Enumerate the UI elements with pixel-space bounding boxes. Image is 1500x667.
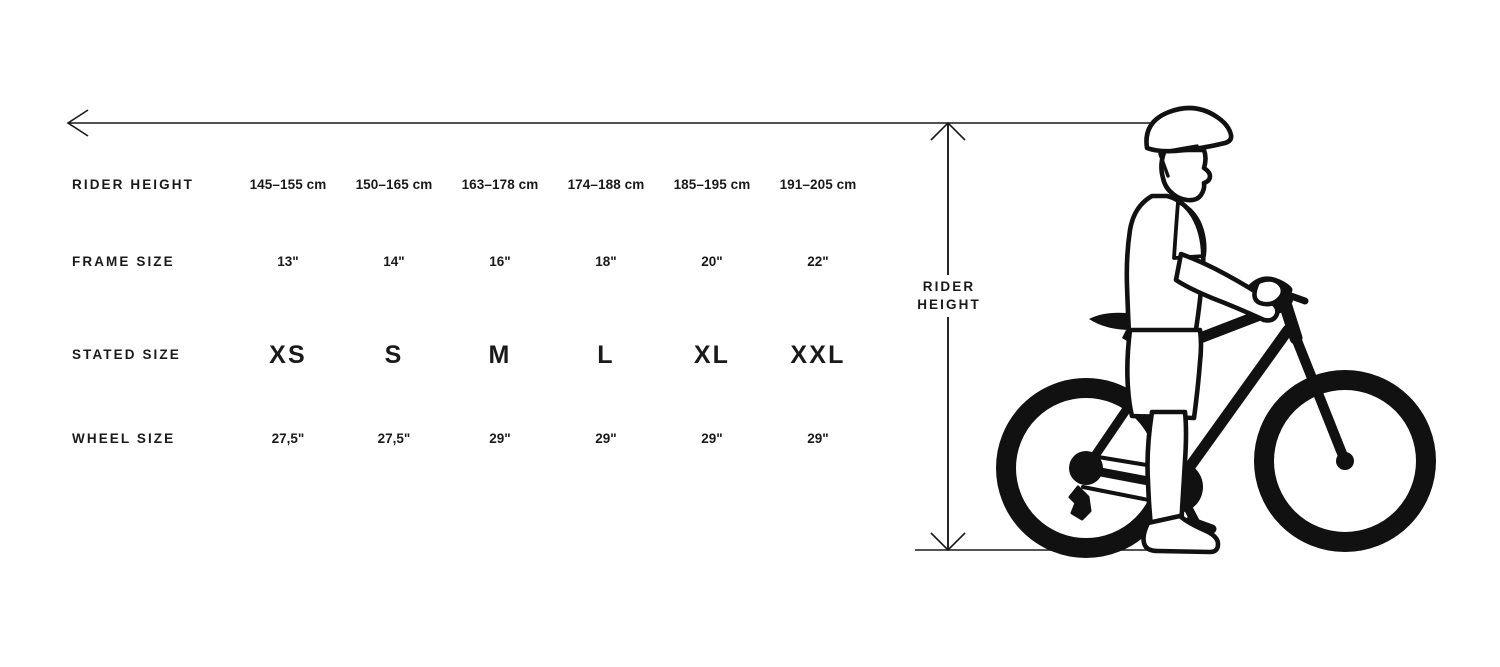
cell-frame-size-l: 18" [595,254,617,269]
row-values-rider-height: 145–155 cm 150–165 cm 163–178 cm 174–188… [235,171,875,199]
cyclist-with-bike-illustration [996,105,1436,558]
cell-stated-size-xs: XS [269,341,307,369]
cassette [1069,451,1103,485]
helmet-brim [1161,144,1199,154]
bicycle-graphic [996,276,1436,558]
fork [1289,328,1350,466]
leg [1145,409,1189,530]
rear-derailleur [1068,485,1092,521]
size-table: RIDER HEIGHT 145–155 cm 150–165 cm 163–1… [0,171,900,453]
down-tube [1170,324,1294,492]
cell-stated-size-m: M [488,341,512,369]
table-row-rider-height: RIDER HEIGHT 145–155 cm 150–165 cm 163–1… [0,171,900,199]
cell-frame-size-m: 16" [489,254,511,269]
front-hub [1336,452,1354,470]
row-label-wheel-size: WHEEL SIZE [72,431,176,446]
row-label-stated-size: STATED SIZE [72,347,181,362]
cell-wheel-size-xs: 27,5" [271,431,305,446]
hand [1252,277,1286,307]
dimension-caption: RIDER HEIGHT [885,275,1013,317]
cell-rider-height-xs: 145–155 cm [249,177,327,192]
cell-stated-size-s: S [384,341,404,369]
front-wheel [1254,370,1436,552]
cell-stated-size-xxl: XXL [790,341,846,369]
shorts [1125,327,1204,421]
head [1159,147,1213,203]
pedal [1185,516,1217,534]
cell-rider-height-xxl: 191–205 cm [779,177,857,192]
rider-figure [1124,105,1286,555]
cell-rider-height-xl: 185–195 cm [673,177,751,192]
cell-wheel-size-m: 29" [489,431,511,446]
cell-rider-height-m: 163–178 cm [461,177,539,192]
table-row-wheel-size: WHEEL SIZE 27,5" 27,5" 29" 29" 29" 29" [0,425,900,453]
cell-frame-size-s: 14" [383,254,405,269]
row-label-rider-height: RIDER HEIGHT [72,177,194,192]
row-label-frame-size: FRAME SIZE [72,254,175,269]
helmet-strap [1158,152,1170,178]
cell-rider-height-s: 150–165 cm [355,177,433,192]
cell-frame-size-xl: 20" [701,254,723,269]
cell-frame-size-xs: 13" [277,254,299,269]
helmet-icon [1144,105,1234,154]
dimension-caption-line1: RIDER [922,279,976,294]
cell-wheel-size-l: 29" [595,431,617,446]
row-values-frame-size: 13" 14" 16" 18" 20" 22" [235,248,875,276]
cell-stated-size-xl: XL [693,341,731,369]
cell-wheel-size-xxl: 29" [807,431,829,446]
table-row-stated-size: STATED SIZE XS S M L XL XXL [0,341,900,369]
dimension-caption-line2: HEIGHT [917,297,981,312]
row-values-stated-size: XS S M L XL XXL [235,341,875,369]
shoe [1141,513,1221,555]
sleeve [1172,200,1207,260]
row-values-wheel-size: 27,5" 27,5" 29" 29" 29" 29" [235,425,875,453]
cell-wheel-size-s: 27,5" [377,431,411,446]
table-row-frame-size: FRAME SIZE 13" 14" 16" 18" 20" 22" [0,248,900,276]
arm [1173,251,1280,323]
cell-stated-size-l: L [597,341,615,369]
cell-rider-height-l: 174–188 cm [567,177,645,192]
cell-wheel-size-xl: 29" [701,431,723,446]
cell-frame-size-xxl: 22" [807,254,829,269]
